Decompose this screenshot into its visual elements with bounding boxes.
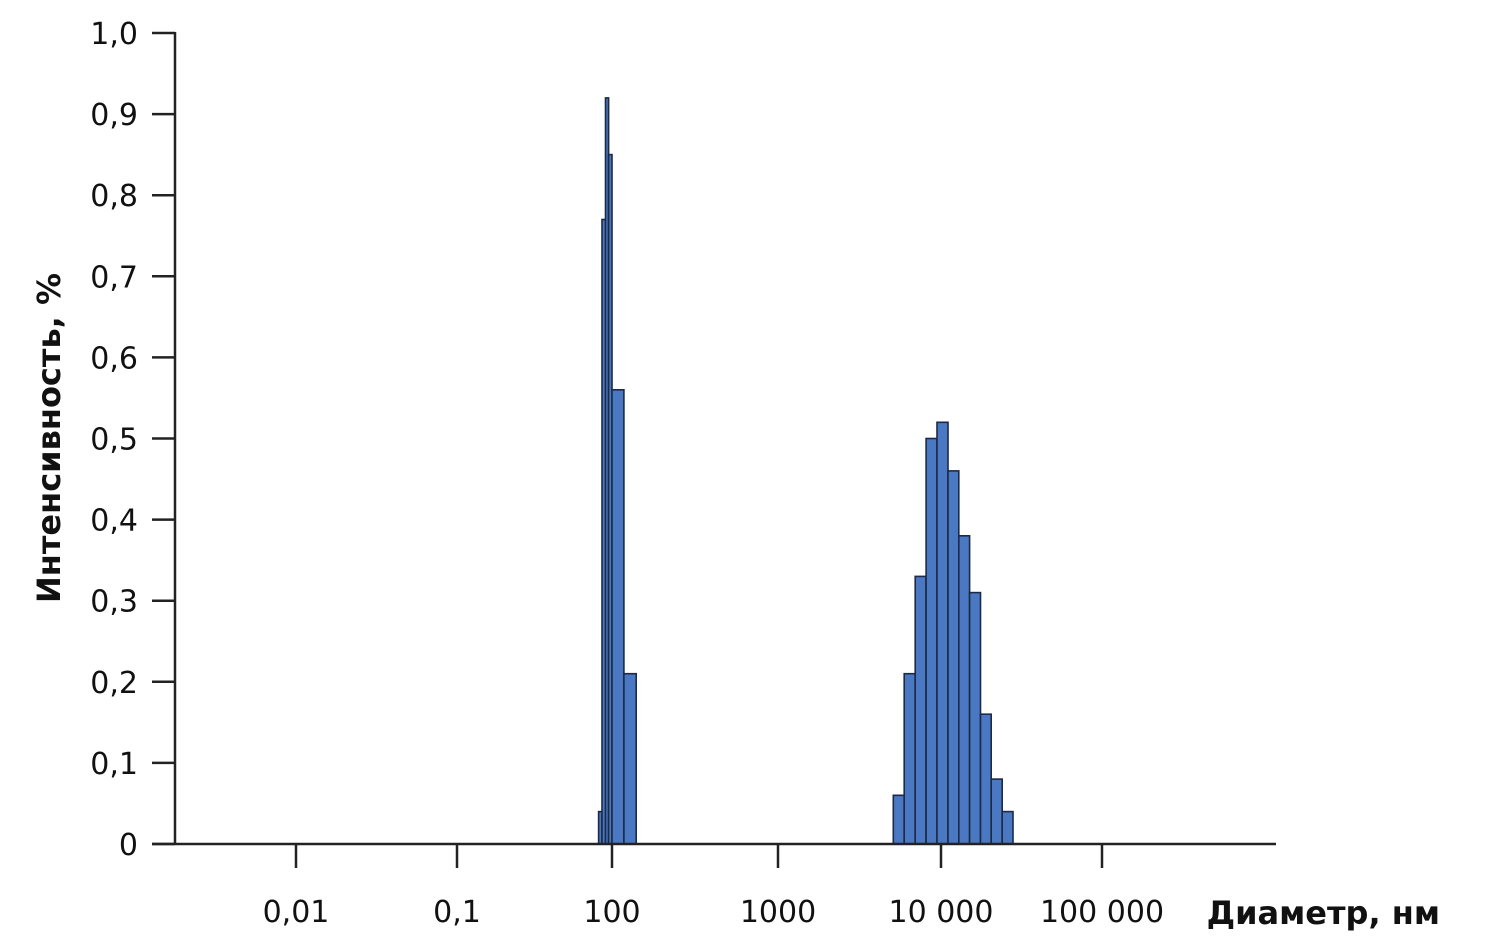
y-tick-label: 0,9 [90, 98, 138, 133]
y-tick-label: 0 [119, 828, 138, 863]
x-ticks: 0,01 0,1 100 1000 10 000 100 000 [263, 844, 1164, 930]
histogram-bar [936, 421, 949, 845]
x-tick-label: 1000 [740, 895, 816, 930]
histogram-bar [925, 437, 938, 845]
histogram-bar [979, 713, 992, 845]
x-tick-label: 10 000 [889, 895, 994, 930]
histogram-bar [1001, 810, 1014, 845]
axes-layer [152, 32, 1276, 846]
y-axis-title: Интенсивность, % [30, 273, 68, 603]
y-tick-label: 0,4 [90, 504, 138, 539]
y-tick-label: 1,0 [90, 17, 138, 52]
histogram-bar [892, 794, 905, 845]
x-tick-label: 0,1 [433, 895, 481, 930]
histogram-bar [947, 470, 960, 845]
y-tick-label: 0,7 [90, 260, 138, 295]
histogram-bar [990, 778, 1004, 845]
histogram-bar [623, 672, 638, 845]
x-tick-label: 0,01 [263, 895, 330, 930]
x-tick-label: 100 000 [1040, 895, 1164, 930]
x-tick-label: 100 [583, 895, 640, 930]
histogram-bar [903, 672, 917, 845]
bars-layer [597, 97, 1014, 845]
histogram-bar [611, 388, 625, 845]
histogram-bar [968, 591, 982, 845]
y-tick-label: 0,6 [90, 341, 138, 376]
y-tick-label: 0,3 [90, 585, 138, 620]
histogram-bar [914, 575, 927, 845]
y-tick-label: 0,2 [90, 666, 138, 701]
y-ticks: 0 0,1 0,2 0,3 0,4 0,5 0,6 0,7 0,8 0,9 1,0 [90, 17, 175, 863]
histogram-bar [957, 534, 971, 845]
x-axis-title: Диаметр, нм [1207, 894, 1440, 932]
y-tick-label: 0,5 [90, 423, 138, 458]
y-tick-label: 0,8 [90, 179, 138, 214]
y-tick-label: 0,1 [90, 747, 138, 782]
